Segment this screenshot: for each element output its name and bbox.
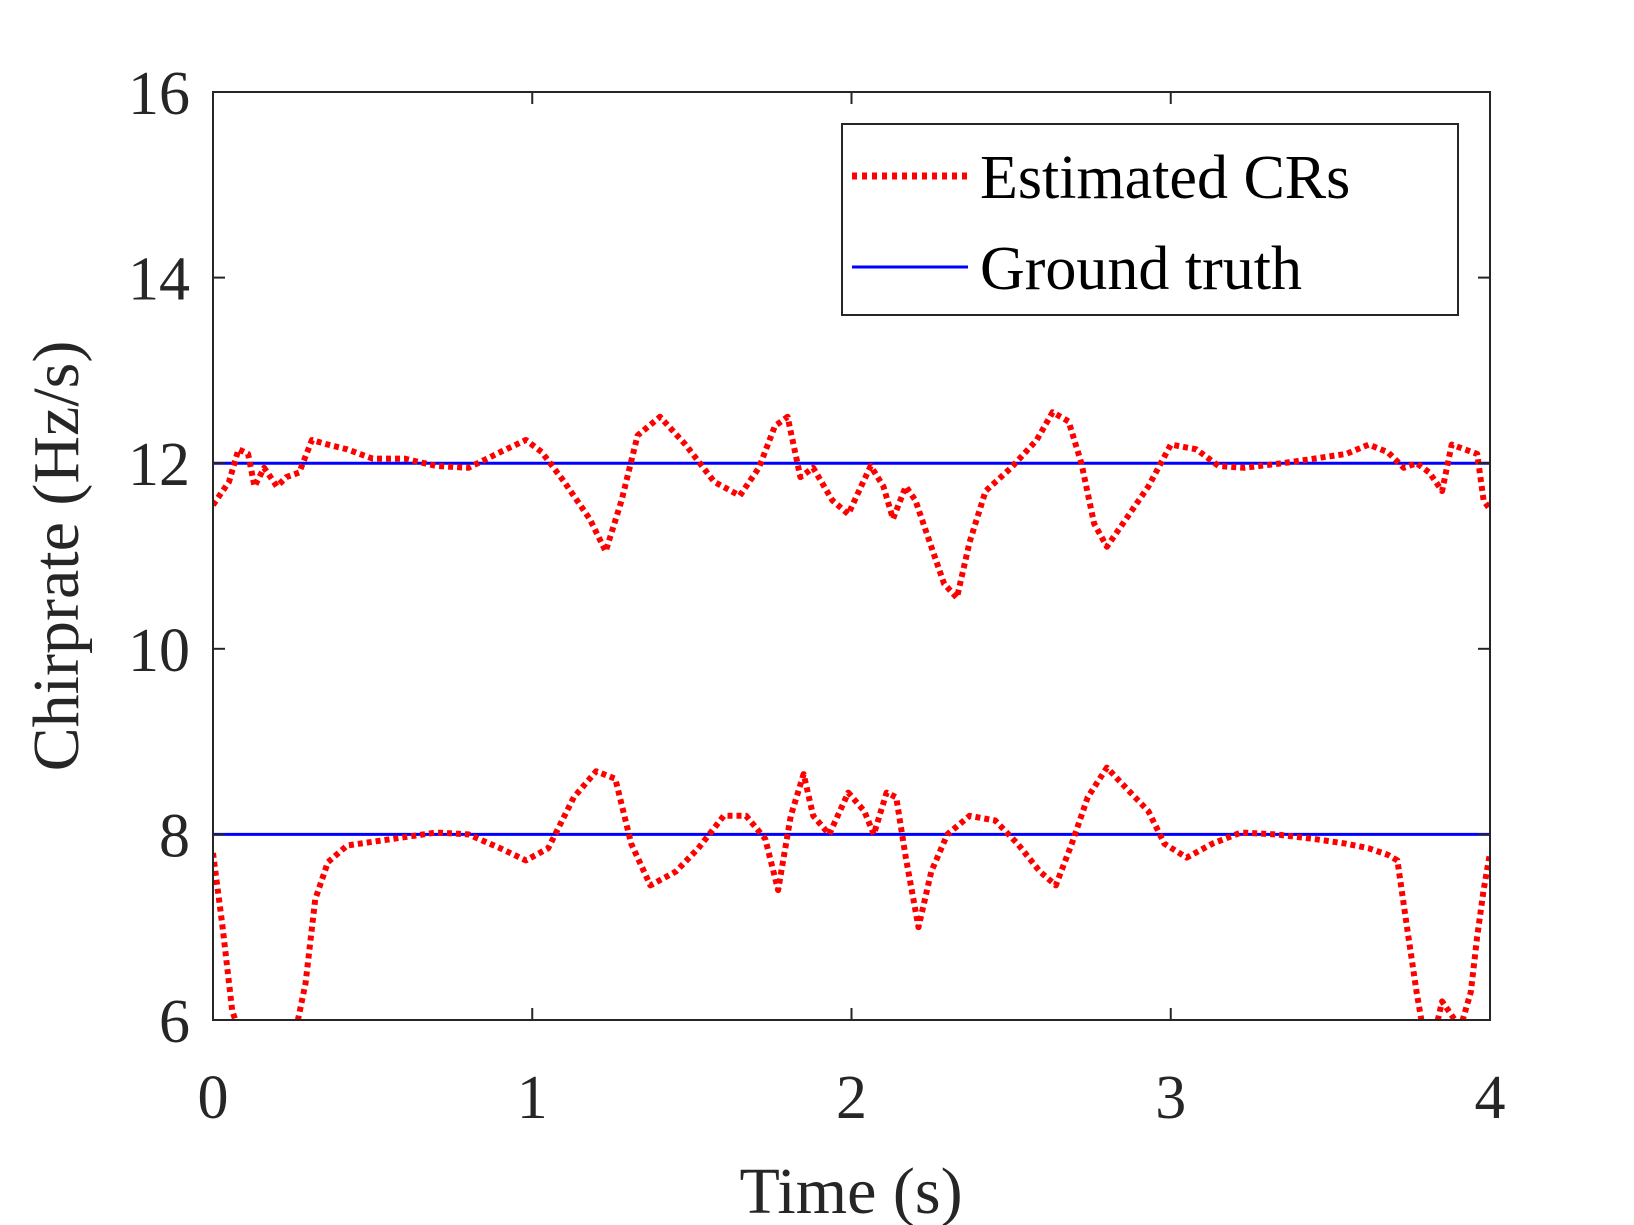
y-axis-label: Chirprate (Hz/s) [20,341,93,772]
ticks-layer [212,91,1491,1021]
x-axis-label: Time (s) [739,1155,962,1225]
legend: Estimated CRs Ground truth [841,123,1459,316]
series-layer [213,409,1490,1020]
x-tick-label: 2 [836,1064,867,1132]
y-tick-label: 10 [128,617,190,685]
x-tick-labels: 0 1 2 3 4 [198,1064,1506,1132]
x-tick-label: 3 [1155,1064,1186,1132]
estimated-cr-line [213,409,1490,601]
x-tick-label: 1 [517,1064,548,1132]
x-tick-label: 0 [198,1064,229,1132]
legend-label-estimated: Estimated CRs [980,144,1350,212]
x-tick-label: 4 [1475,1064,1506,1132]
y-tick-labels: 6 8 10 12 14 16 [128,60,190,1056]
estimated-cr-line [294,764,1425,1020]
y-tick-label: 16 [128,60,190,128]
y-tick-label: 8 [159,802,190,870]
estimated-cr-line [1434,852,1490,1020]
legend-label-ground-truth: Ground truth [980,235,1302,303]
estimated-cr-line [213,852,239,1020]
y-tick-label: 14 [128,246,190,314]
y-tick-label: 12 [128,431,190,499]
y-tick-label: 6 [159,988,190,1056]
legend-box [841,123,1459,316]
